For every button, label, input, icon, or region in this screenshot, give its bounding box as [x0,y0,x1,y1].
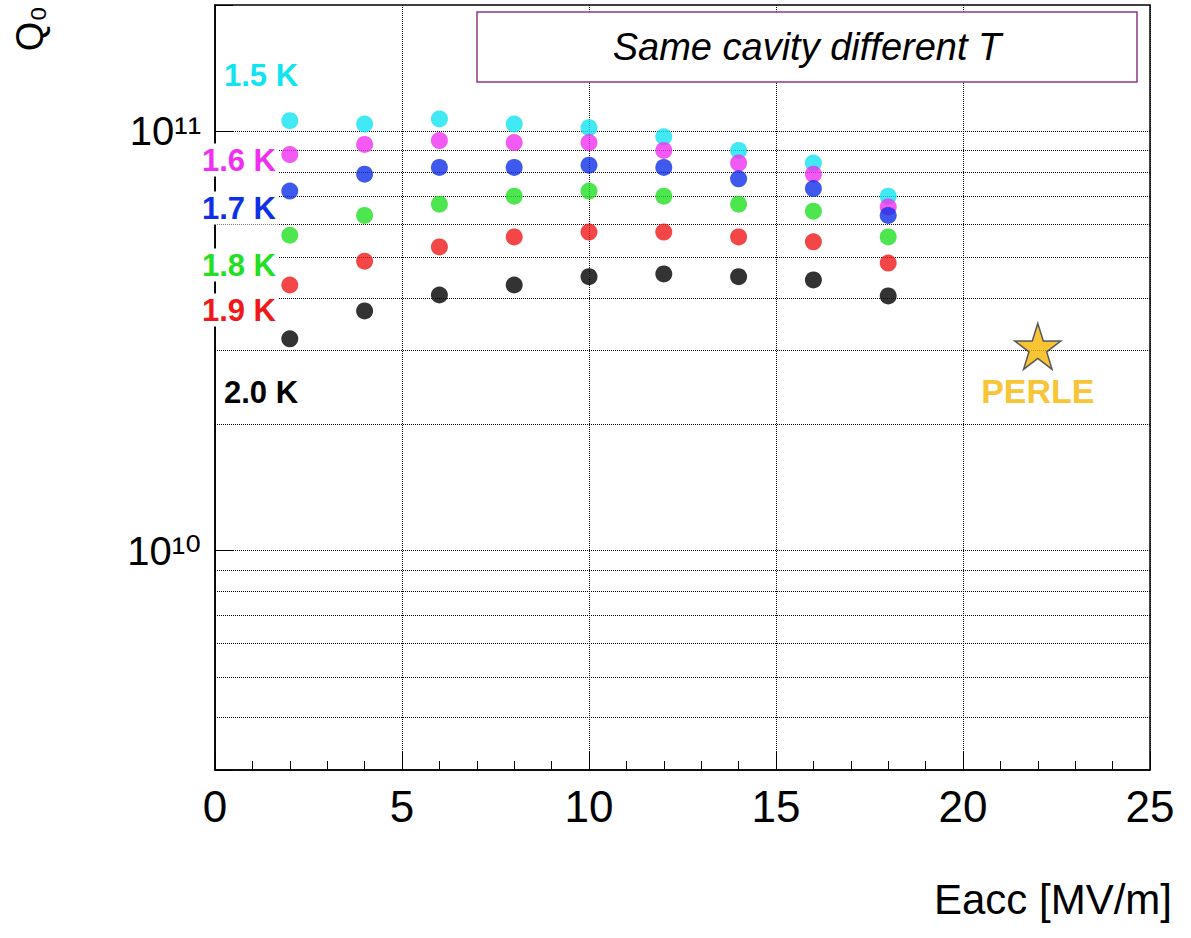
svg-text:Same cavity different T: Same cavity different T [613,26,1004,68]
svg-text:20: 20 [939,782,988,831]
svg-text:10¹⁰: 10¹⁰ [127,529,201,573]
svg-text:25: 25 [1126,782,1175,831]
svg-text:Q₀: Q₀ [9,6,51,51]
svg-text:Eacc [MV/m]: Eacc [MV/m] [934,876,1172,923]
svg-text:1.8 K: 1.8 K [202,248,277,283]
svg-text:2.0 K: 2.0 K [224,375,299,410]
svg-text:1.5 K: 1.5 K [224,58,299,93]
svg-text:1.6 K: 1.6 K [202,143,277,178]
svg-text:10: 10 [565,782,614,831]
svg-text:10¹¹: 10¹¹ [130,109,201,153]
svg-text:1.7 K: 1.7 K [202,191,277,226]
svg-text:5: 5 [390,782,414,831]
svg-text:15: 15 [752,782,801,831]
svg-text:1.9 K: 1.9 K [202,293,277,328]
svg-text:PERLE: PERLE [981,372,1094,410]
svg-text:0: 0 [203,782,227,831]
